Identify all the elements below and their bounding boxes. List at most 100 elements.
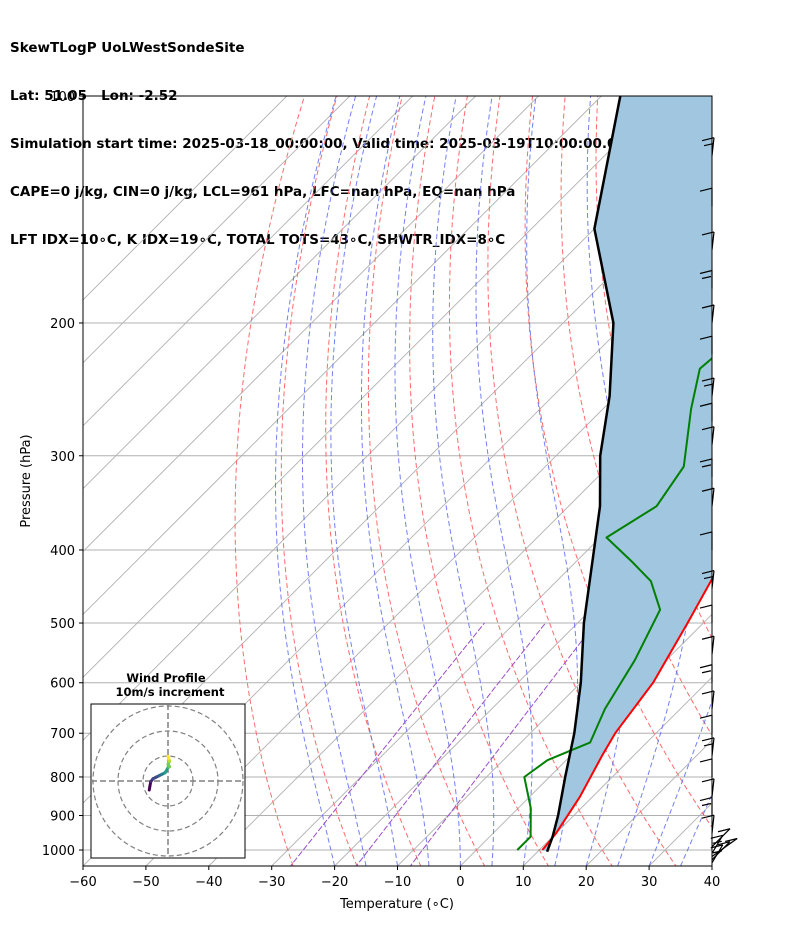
barb-flag (710, 834, 723, 839)
barb-flag (699, 531, 713, 536)
wind-barb (701, 690, 715, 710)
barb-flag (699, 402, 713, 407)
moist-adiabat-line (394, 96, 461, 866)
moist-adiabat-line (648, 699, 712, 866)
mixing-ratio-line (409, 622, 596, 866)
wind-barb (699, 758, 713, 777)
isotherm-line (522, 676, 712, 866)
dry-adiabat-line (409, 96, 549, 866)
barb-flag (717, 828, 731, 833)
wind-barb (701, 778, 715, 797)
y-tick-label: 300 (50, 450, 75, 465)
isotherm-line (396, 550, 712, 866)
moist-adiabat-line (526, 96, 578, 866)
wind-barb (711, 837, 738, 857)
cape-shading (542, 96, 712, 852)
barb-flag (701, 304, 715, 309)
dry-adiabat-line (280, 96, 358, 866)
wind-barb (699, 269, 713, 289)
barb-flag (703, 575, 714, 580)
wind-barb (699, 531, 713, 550)
moist-adiabat-line (680, 793, 712, 866)
barb-flag (699, 604, 713, 609)
x-tick-label: −60 (69, 875, 96, 890)
x-tick-label: 10 (515, 875, 532, 890)
barb-staff (711, 231, 715, 250)
chart-header: SkewTLogP UoLWestSondeSite Lat: 51.05 Lo… (10, 8, 626, 264)
isotherm-line (83, 96, 665, 678)
wind-barb (699, 796, 713, 816)
barb-staff (711, 690, 715, 710)
cape-shaded-area (542, 96, 712, 852)
barb-flag (701, 670, 712, 674)
barb-flag (699, 714, 713, 719)
y-tick-label: 500 (50, 617, 75, 632)
dry-adiabat-line (595, 96, 712, 640)
wind-barb (701, 231, 715, 250)
barb-flag (699, 458, 713, 463)
inset-subtitle: 10m/s increment (116, 685, 225, 699)
isotherm-line (83, 96, 477, 490)
dry-adiabat-line (560, 96, 712, 737)
dry-adiabat-line (790, 62, 794, 882)
barb-flag (712, 840, 722, 844)
isotherm-line (145, 299, 712, 866)
dry-adiabat-line (524, 96, 712, 829)
temperature-line (541, 576, 712, 851)
x-tick-label: −30 (258, 875, 285, 890)
moist-adiabat-line (711, 864, 712, 866)
barb-flag (703, 143, 714, 147)
y-tick-label: 1000 (42, 844, 75, 859)
dry-adiabat-line (727, 62, 794, 882)
parcel-line (545, 96, 622, 853)
isotherm-line (83, 96, 351, 364)
barb-flag (701, 231, 715, 236)
wind-barb (701, 737, 715, 756)
indices-line-2: LFT IDX=10∘C, K IDX=19∘C, TOTAL TOTS=43∘… (10, 232, 506, 248)
wind-barb (699, 458, 713, 477)
barb-flag (725, 837, 738, 843)
hodograph-segment (166, 754, 171, 760)
y-tick-label: 200 (50, 317, 75, 332)
wind-barbs (699, 137, 738, 864)
barb-flag (699, 796, 713, 802)
profiles (516, 96, 712, 853)
isotherm-line (271, 425, 712, 866)
barb-staff (711, 828, 731, 848)
barb-flag (701, 737, 715, 742)
x-axis-label: Temperature (∘C) (339, 897, 454, 912)
barb-flag (701, 814, 715, 819)
x-tick-label: 40 (704, 875, 721, 890)
wind-barb (699, 335, 713, 355)
axes: −60 −50 −40 −30 −20 −10 0 10 20 30 40 1000 900 800 700… (42, 90, 720, 890)
inset-title: Wind Profile (126, 671, 206, 685)
barb-flag (703, 383, 714, 387)
isotherm-line (333, 487, 712, 866)
wind-barb (701, 487, 715, 507)
barb-staff (711, 426, 715, 445)
y-tick-label: 700 (50, 727, 75, 742)
y-tick-label: 900 (50, 810, 75, 825)
barb-flag (701, 487, 715, 492)
y-tick-label: 600 (50, 677, 75, 692)
isotherm-line (83, 96, 288, 301)
dry-adiabat-line (448, 96, 613, 866)
isotherm-line (83, 96, 414, 427)
barb-staff (711, 737, 715, 756)
wind-barb (699, 402, 713, 422)
x-tick-label: 0 (456, 875, 464, 890)
barb-staff (711, 304, 715, 324)
barb-flag (701, 377, 715, 382)
barb-flag (699, 335, 713, 340)
dewpoint-line (516, 357, 712, 851)
barb-flag (701, 275, 712, 280)
wind-barb (701, 377, 715, 397)
inset-plot (91, 704, 245, 858)
wind-barb (699, 714, 713, 734)
wind-barb (701, 814, 715, 834)
y-tick-label: 400 (50, 544, 75, 559)
moist-adiabat-line (361, 96, 430, 866)
x-tick-label: −40 (195, 875, 222, 890)
x-tick-label: −20 (321, 875, 348, 890)
barb-staff (711, 838, 738, 857)
